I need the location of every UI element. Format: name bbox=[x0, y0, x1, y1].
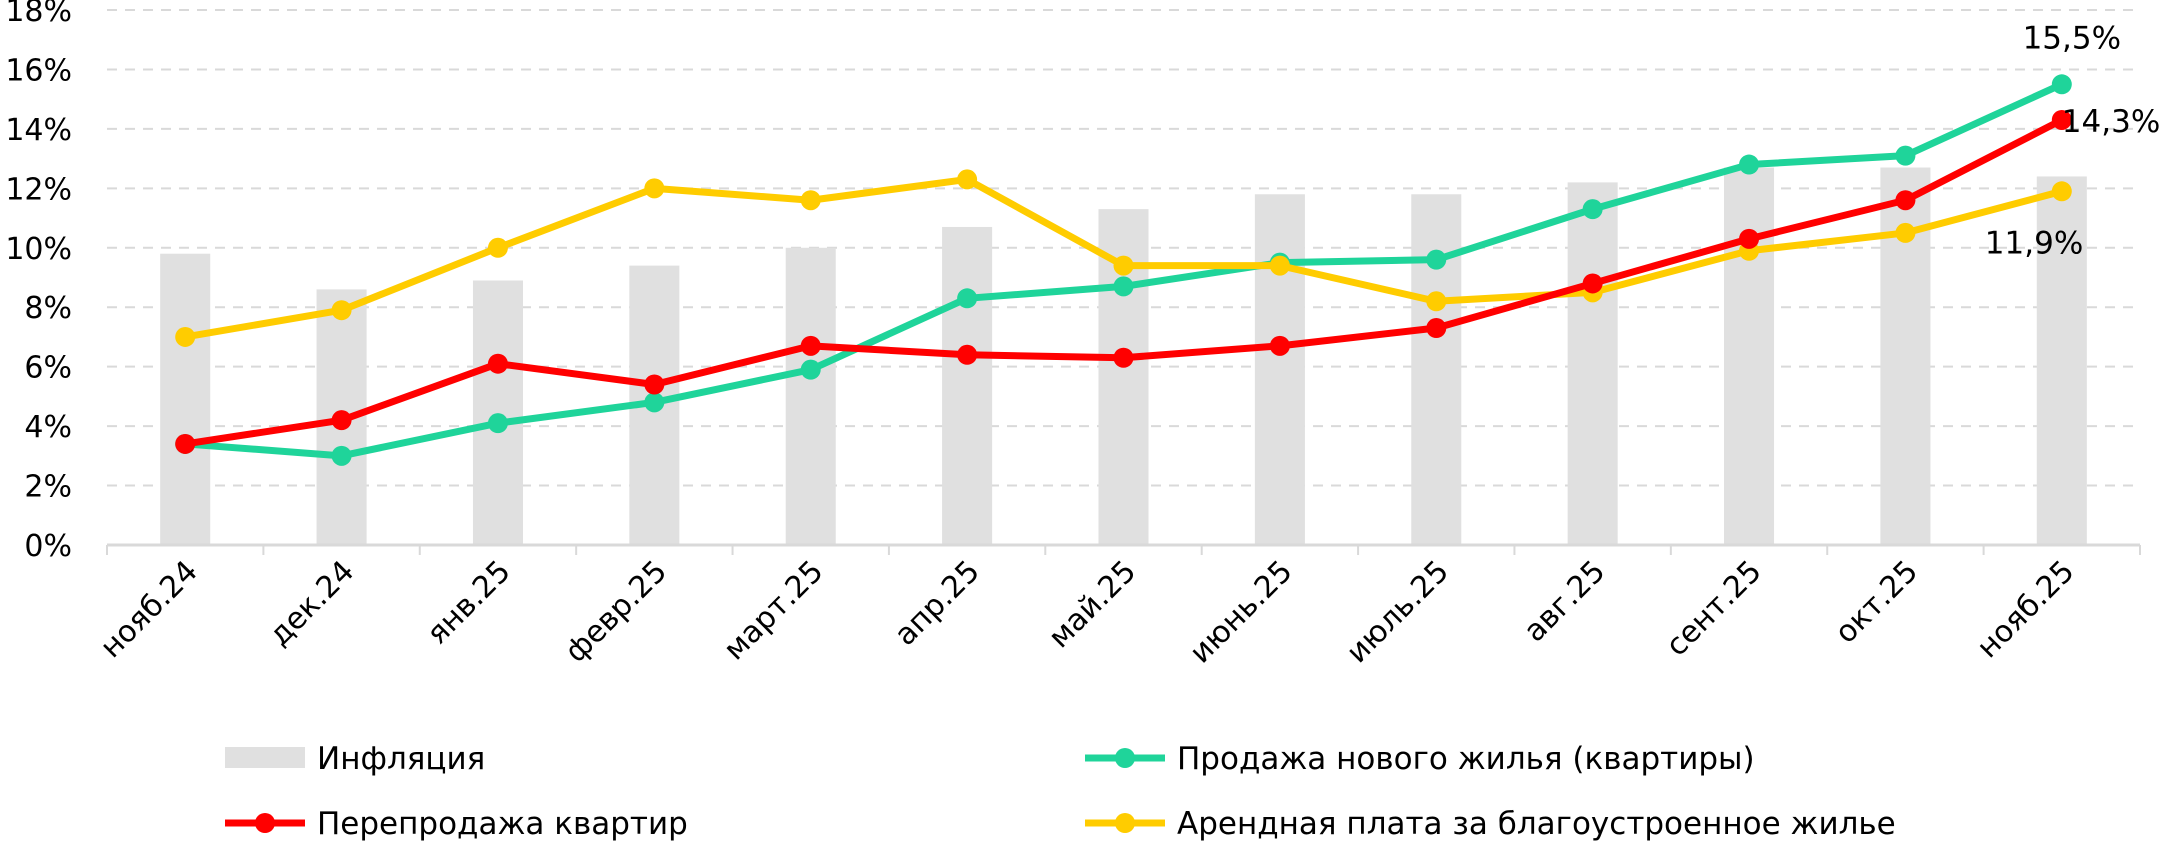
series-point bbox=[487, 353, 508, 374]
y-tick-label: 18% bbox=[5, 0, 72, 29]
bar-inflation bbox=[160, 253, 211, 545]
x-axis-labels: нояб.24 дек.24 янв.25 февр.25 март.25 апр.25 м… bbox=[94, 554, 2082, 671]
legend-item: Инфляция bbox=[225, 741, 485, 777]
legend-label: Инфляция bbox=[317, 741, 485, 777]
bar-inflation bbox=[1411, 194, 1462, 545]
legend-swatch-marker bbox=[1115, 813, 1135, 833]
legend-swatch-bar bbox=[225, 747, 305, 768]
series-point bbox=[957, 288, 978, 309]
series-point bbox=[800, 335, 821, 356]
x-tick-label: окт.25 bbox=[1828, 554, 1925, 651]
series-point bbox=[2051, 74, 2072, 95]
series-3 bbox=[175, 169, 2072, 347]
series-point bbox=[175, 433, 196, 454]
series-point bbox=[1113, 255, 1134, 276]
legend-swatch-marker bbox=[1115, 748, 1135, 768]
x-tick-label: нояб.25 bbox=[1970, 554, 2081, 665]
y-tick-label: 0% bbox=[24, 529, 72, 564]
legend-label: Продажа нового жилья (квартиры) bbox=[1177, 741, 1755, 777]
series-2 bbox=[175, 109, 2072, 454]
y-tick-label: 8% bbox=[24, 291, 72, 326]
series-point bbox=[1426, 318, 1447, 339]
legend-item: Арендная плата за благоустроенное жилье bbox=[1085, 806, 1896, 842]
series-point bbox=[957, 344, 978, 365]
bar-inflation bbox=[1254, 194, 1305, 545]
series-point bbox=[2051, 109, 2072, 130]
series-point bbox=[1739, 154, 1760, 175]
series-point bbox=[1113, 347, 1134, 368]
x-tick-label: сент.25 bbox=[1659, 554, 1768, 663]
legend: Инфляция Продажа нового жилья (квартиры) П… bbox=[225, 741, 1896, 842]
bar-inflation bbox=[472, 280, 523, 545]
data-label: 15,5% bbox=[2023, 20, 2121, 56]
bar-inflation bbox=[1724, 167, 1775, 545]
series-point bbox=[1269, 335, 1290, 356]
y-tick-label: 16% bbox=[5, 53, 72, 88]
series-point bbox=[800, 190, 821, 211]
y-tick-label: 10% bbox=[5, 232, 72, 267]
series-point bbox=[331, 445, 352, 466]
series-point bbox=[487, 237, 508, 258]
y-tick-label: 12% bbox=[5, 172, 72, 207]
series-point bbox=[644, 392, 665, 413]
inflation-bars bbox=[160, 167, 2087, 545]
y-tick-label: 14% bbox=[5, 113, 72, 148]
series-point bbox=[2051, 181, 2072, 202]
series-point bbox=[1895, 145, 1916, 166]
series-point bbox=[1269, 255, 1290, 276]
y-tick-label: 2% bbox=[24, 470, 72, 505]
series-point bbox=[1895, 190, 1916, 211]
series-point bbox=[957, 169, 978, 190]
x-tick-label: май.25 bbox=[1042, 554, 1143, 655]
series-point bbox=[331, 300, 352, 321]
series-point bbox=[644, 374, 665, 395]
x-tick-label: дек.24 bbox=[262, 554, 361, 653]
data-label: 11,9% bbox=[1985, 225, 2083, 261]
legend-item: Перепродажа квартир bbox=[225, 806, 688, 842]
y-axis-ticks: 0% 2% 4% 6% 8% 10% 12% 14% 16% 18% bbox=[5, 0, 72, 564]
legend-label: Перепродажа квартир bbox=[317, 806, 688, 842]
series-point bbox=[1426, 291, 1447, 312]
x-tick-label: нояб.24 bbox=[94, 554, 205, 665]
bar-inflation bbox=[1567, 182, 1618, 545]
x-tick-label: июнь.25 bbox=[1183, 554, 1300, 671]
x-tick-label: апр.25 bbox=[888, 554, 987, 653]
x-tick-label: март.25 bbox=[717, 554, 830, 667]
legend-label: Арендная плата за благоустроенное жилье bbox=[1177, 806, 1896, 842]
series-point bbox=[175, 326, 196, 347]
series-point bbox=[1582, 273, 1603, 294]
line-series bbox=[175, 74, 2072, 466]
series-point bbox=[800, 359, 821, 380]
series-point bbox=[487, 413, 508, 434]
x-tick-label: июль.25 bbox=[1340, 554, 1456, 670]
data-label: 14,3% bbox=[2062, 104, 2160, 140]
y-tick-label: 6% bbox=[24, 351, 72, 386]
series-point bbox=[644, 178, 665, 199]
series-point bbox=[1582, 199, 1603, 220]
series-point bbox=[1113, 276, 1134, 297]
y-tick-label: 4% bbox=[24, 410, 72, 445]
series-point bbox=[331, 410, 352, 431]
data-labels: 15,5% 14,3% 11,9% bbox=[1985, 20, 2160, 261]
x-tick-label: февр.25 bbox=[558, 554, 674, 670]
legend-swatch-marker bbox=[255, 813, 275, 833]
bar-inflation bbox=[2036, 176, 2087, 545]
x-axis-tick-marks bbox=[106, 545, 2141, 555]
x-tick-label: авг.25 bbox=[1517, 554, 1612, 649]
bar-inflation bbox=[942, 226, 993, 545]
series-point bbox=[1426, 249, 1447, 270]
series-point bbox=[1895, 222, 1916, 243]
x-tick-label: янв.25 bbox=[420, 554, 518, 652]
legend-item: Продажа нового жилья (квартиры) bbox=[1085, 741, 1755, 777]
series-point bbox=[1739, 228, 1760, 249]
bar-inflation bbox=[785, 247, 836, 545]
